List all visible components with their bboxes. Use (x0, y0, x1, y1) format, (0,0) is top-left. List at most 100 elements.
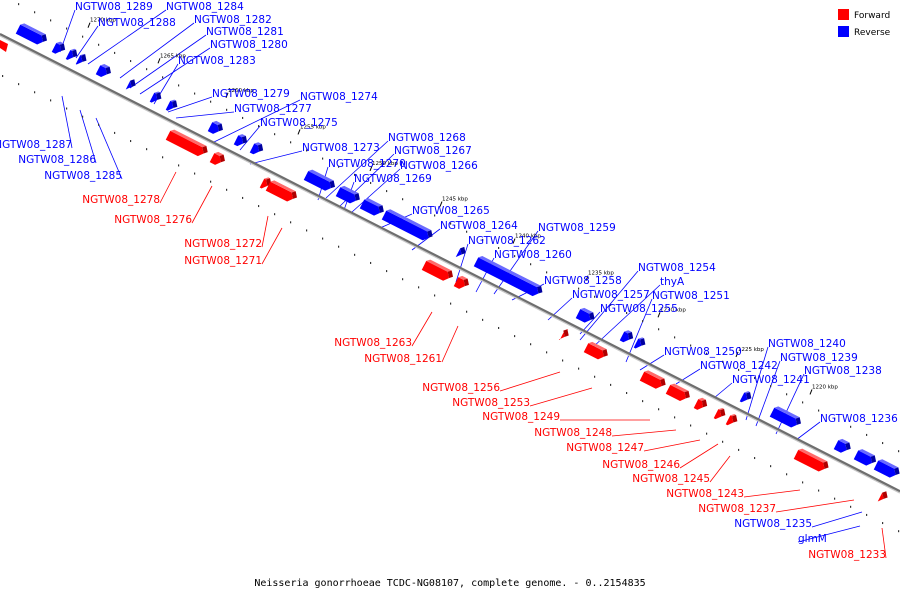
track-dot-lower (626, 392, 628, 395)
gene-label: NGTW08_1251 (652, 290, 730, 302)
track-dot-lower (738, 448, 740, 451)
track-dot-upper (818, 409, 820, 412)
track-dot-upper (210, 100, 212, 103)
gene-side-face (241, 135, 248, 144)
track-dot-upper (898, 450, 900, 453)
gene-body (359, 199, 380, 216)
gene-top-face (730, 414, 737, 417)
gene-reverse (473, 256, 543, 297)
leader-line (175, 111, 235, 119)
gene-reverse (739, 391, 752, 403)
leader-line (87, 9, 167, 65)
leader-line (797, 525, 861, 543)
track-dot-lower (498, 326, 500, 329)
track-dot-upper (770, 385, 772, 388)
gene-label: NGTW08_1273 (302, 142, 380, 154)
gene-forward (453, 275, 469, 289)
track-dot-upper (482, 238, 484, 241)
gene-body (165, 130, 204, 157)
gene-reverse (619, 330, 634, 343)
gene-top-face (878, 459, 899, 469)
gene-side-face (537, 285, 543, 294)
gene-body (335, 187, 356, 204)
leader-line (775, 373, 805, 435)
legend-reverse-swatch (838, 26, 849, 37)
gene-label: NGTW08_1250 (664, 346, 742, 358)
gene-label: NGTW08_1246 (602, 459, 680, 471)
tick-mark (809, 389, 813, 395)
leader-line (261, 227, 283, 265)
gene-reverse (125, 79, 136, 90)
track-dot-upper (738, 368, 740, 371)
gene-label: NGTW08_1264 (440, 220, 518, 232)
gene-reverse (51, 41, 66, 54)
track-dot-upper (338, 165, 340, 168)
tick-mark (585, 275, 589, 281)
leader-line (529, 387, 593, 407)
tick-mark (439, 201, 443, 207)
track-dot-upper (194, 92, 196, 95)
gene-side-face (291, 191, 297, 199)
gene-label: NGTW08_1239 (780, 352, 858, 364)
tick-mark (369, 165, 373, 172)
gene-label: NGTW08_1267 (394, 145, 472, 157)
gene-side-face (202, 145, 208, 154)
gene-top-face (20, 23, 46, 36)
track-dot-lower (578, 367, 580, 370)
backbone-line (0, 33, 900, 493)
gene-side-face (257, 144, 264, 152)
track-dot-upper (802, 401, 804, 404)
track-dot-upper (322, 157, 324, 160)
gene-body (877, 492, 884, 502)
gene-label: NGTW08_1272 (184, 238, 262, 250)
gene-reverse (15, 23, 47, 45)
tick-label: 1240 kbp (515, 234, 541, 240)
track-dot-upper (306, 149, 308, 152)
track-dot-upper (434, 214, 436, 217)
track-dot-lower (290, 221, 292, 224)
gene-top-face (858, 449, 875, 457)
gene-side-face (795, 417, 801, 425)
gene-reverse (303, 169, 335, 191)
gene-reverse (853, 449, 877, 466)
track-dot-upper (610, 303, 612, 306)
gene-top-face (580, 307, 594, 314)
gene-body (619, 331, 630, 343)
gene-side-face (41, 34, 47, 42)
gene-reverse (335, 185, 360, 204)
gene-top-face (624, 330, 632, 334)
gene-label: NGTW08_1245 (632, 473, 710, 485)
gene-top-face (270, 180, 296, 193)
track-dot-upper (578, 287, 580, 290)
gene-side-face (59, 43, 66, 52)
track-dot-upper (66, 27, 68, 30)
track-dot-lower (674, 416, 676, 419)
leader-line (639, 354, 665, 371)
gene-side-face (217, 123, 223, 132)
gene-top-face (170, 99, 177, 102)
gene-body (65, 50, 74, 60)
tick-mark (225, 92, 229, 99)
tick-mark (87, 22, 91, 28)
gene-side-face (720, 408, 726, 417)
gene-body (833, 440, 847, 453)
track-dot-upper (98, 43, 100, 46)
gene-forward-edge (0, 40, 8, 52)
gene-side-face (105, 66, 111, 75)
gene-side-face (627, 332, 634, 340)
gene-body (265, 181, 293, 202)
track-dot-upper (402, 198, 404, 201)
track-dot-lower (226, 188, 228, 191)
legend: Forward Reverse (838, 9, 891, 38)
track-dot-lower (354, 253, 356, 256)
gene-top-face (308, 169, 334, 182)
gene-forward (725, 414, 738, 426)
track-dot-upper (706, 352, 708, 355)
tick-label: 1230 kbp (660, 307, 686, 313)
track-dot-upper (690, 344, 692, 347)
track-dot-lower (322, 237, 324, 240)
track-dot-lower (594, 375, 596, 378)
gene-reverse (249, 142, 264, 155)
gene-label: NGTW08_1238 (804, 365, 882, 377)
gene-body (473, 257, 539, 297)
